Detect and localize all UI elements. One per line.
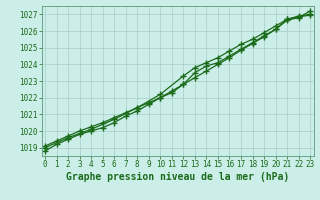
X-axis label: Graphe pression niveau de la mer (hPa): Graphe pression niveau de la mer (hPa) xyxy=(66,172,289,182)
